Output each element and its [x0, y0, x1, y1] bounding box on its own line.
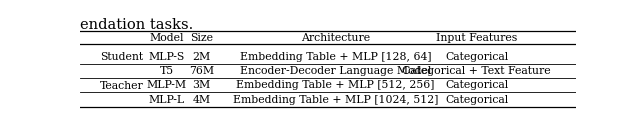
Text: 76M: 76M: [189, 66, 214, 76]
Text: Teacher: Teacher: [100, 80, 144, 90]
Text: T5: T5: [160, 66, 174, 76]
Text: Embedding Table + MLP [128, 64]: Embedding Table + MLP [128, 64]: [240, 52, 431, 62]
Text: Categorical + Text Feature: Categorical + Text Feature: [403, 66, 551, 76]
Text: Categorical: Categorical: [445, 52, 508, 62]
Text: 2M: 2M: [193, 52, 211, 62]
Text: Categorical: Categorical: [445, 95, 508, 105]
Text: Architecture: Architecture: [301, 33, 370, 43]
Text: Embedding Table + MLP [1024, 512]: Embedding Table + MLP [1024, 512]: [233, 95, 438, 105]
Text: Student: Student: [100, 52, 144, 62]
Text: Categorical: Categorical: [445, 80, 508, 90]
Text: MLP-S: MLP-S: [148, 52, 185, 62]
Text: Encoder-Decoder Language Model: Encoder-Decoder Language Model: [240, 66, 431, 76]
Text: Input Features: Input Features: [436, 33, 517, 43]
Text: Size: Size: [190, 33, 213, 43]
Text: 3M: 3M: [193, 80, 211, 90]
Text: endation tasks.: endation tasks.: [80, 18, 193, 32]
Text: Model: Model: [150, 33, 184, 43]
Text: MLP-L: MLP-L: [148, 95, 185, 105]
Text: MLP-M: MLP-M: [147, 80, 187, 90]
Text: Embedding Table + MLP [512, 256]: Embedding Table + MLP [512, 256]: [236, 80, 435, 90]
Text: 4M: 4M: [193, 95, 211, 105]
